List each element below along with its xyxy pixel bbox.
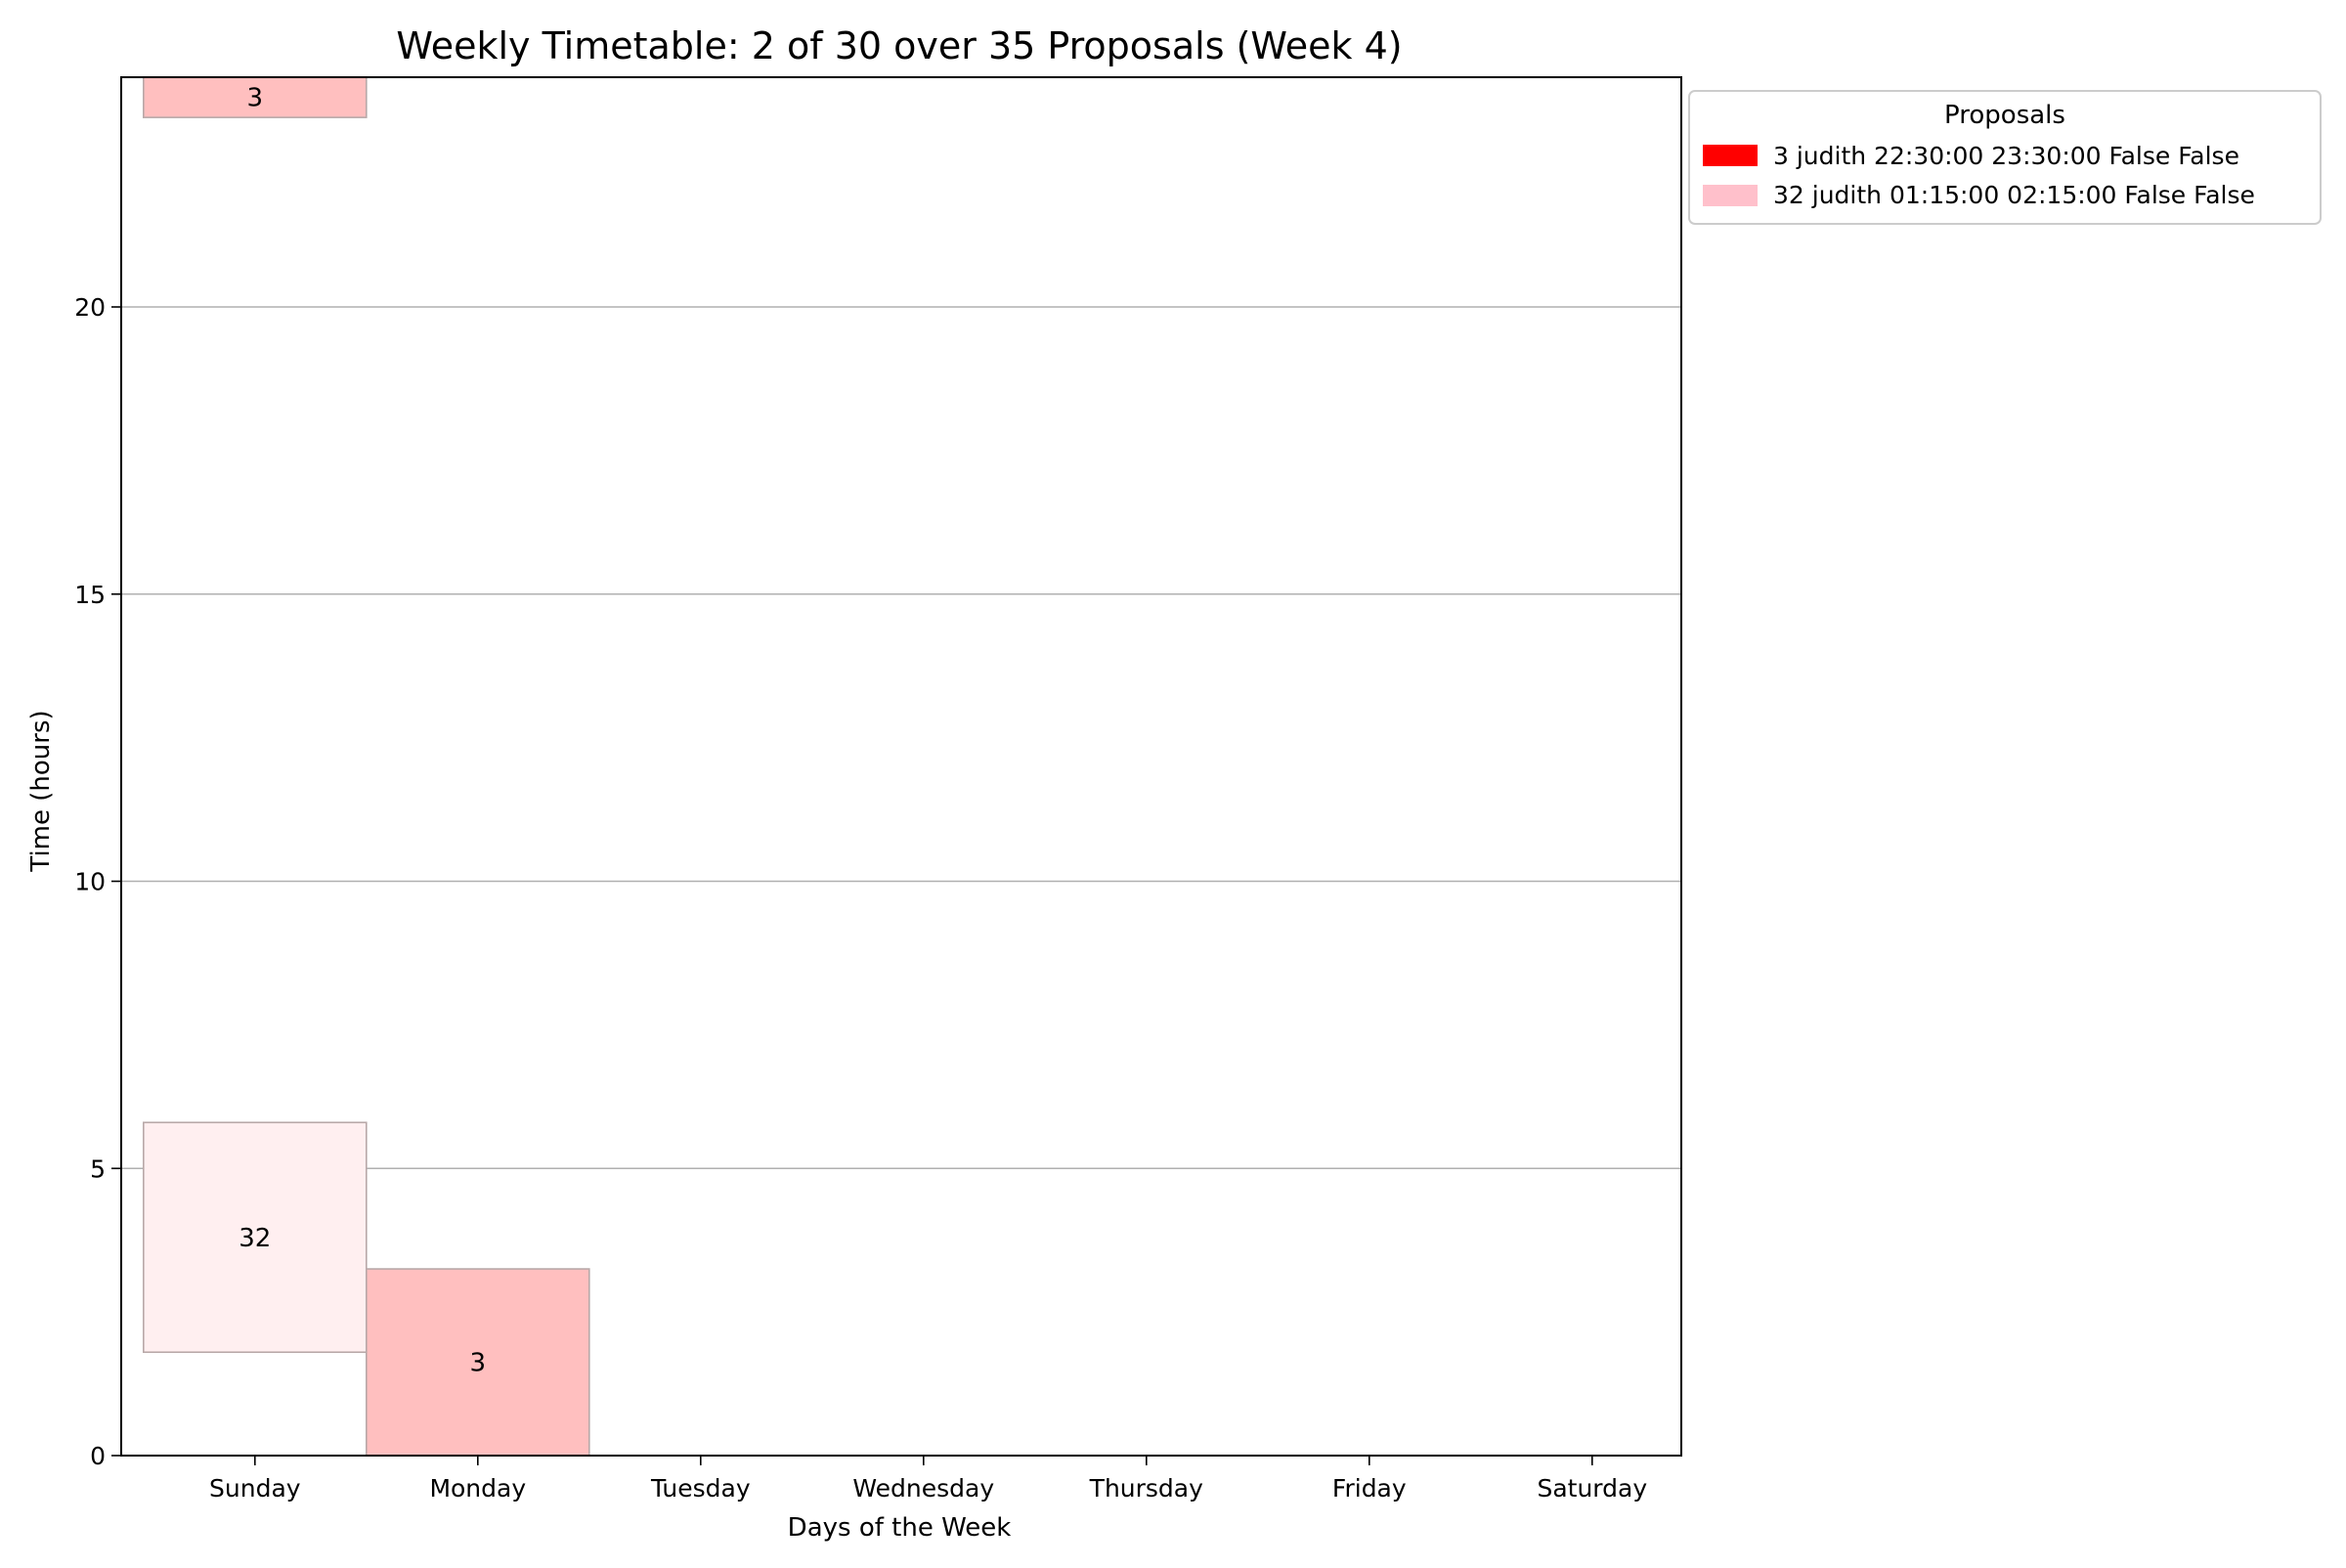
y-tick-label: 20 <box>74 293 106 322</box>
proposal-block-label: 32 <box>239 1224 271 1253</box>
x-tick-label: Tuesday <box>650 1474 751 1503</box>
x-axis-label: Days of the Week <box>788 1513 1012 1543</box>
plot-frame <box>120 76 1682 1457</box>
legend-box <box>1688 90 2322 225</box>
legend-swatch <box>1703 145 1758 166</box>
y-axis-label: Time (hours) <box>26 710 56 872</box>
y-tick-label: 0 <box>90 1442 106 1470</box>
y-tick-label: 15 <box>74 581 106 609</box>
legend-swatch <box>1703 185 1758 206</box>
chart-title: Weekly Timetable: 2 of 30 over 35 Propos… <box>396 24 1402 67</box>
x-tick-label: Wednesday <box>852 1474 994 1503</box>
proposal-block <box>365 1268 590 1457</box>
x-tick-label: Sunday <box>209 1474 301 1503</box>
y-ticks: 0 5 10 15 20 <box>74 293 121 1470</box>
y-tick-label: 10 <box>74 868 106 896</box>
proposal-blocks: 3 32 3 <box>143 76 590 1457</box>
proposal-block <box>143 1121 368 1354</box>
legend-entry-label: 3 judith 22:30:00 23:30:00 False False <box>1773 142 2239 170</box>
y-tick-label: 5 <box>90 1154 106 1183</box>
proposal-block-label: 3 <box>247 84 264 113</box>
x-tick-label: Friday <box>1332 1474 1407 1503</box>
legend: Proposals 3 judith 22:30:00 23:30:00 Fal… <box>1688 90 2322 225</box>
x-tick-label: Monday <box>429 1474 526 1503</box>
x-ticks: Sunday Monday Tuesday Wednesday Thursday Frid… <box>209 1456 1647 1503</box>
legend-title: Proposals <box>1944 101 2065 130</box>
x-tick-label: Saturday <box>1537 1474 1647 1503</box>
legend-entry-label: 32 judith 01:15:00 02:15:00 False False <box>1773 181 2255 209</box>
proposal-block-label: 3 <box>470 1349 487 1378</box>
proposal-block <box>143 76 368 118</box>
x-tick-label: Thursday <box>1089 1474 1203 1503</box>
